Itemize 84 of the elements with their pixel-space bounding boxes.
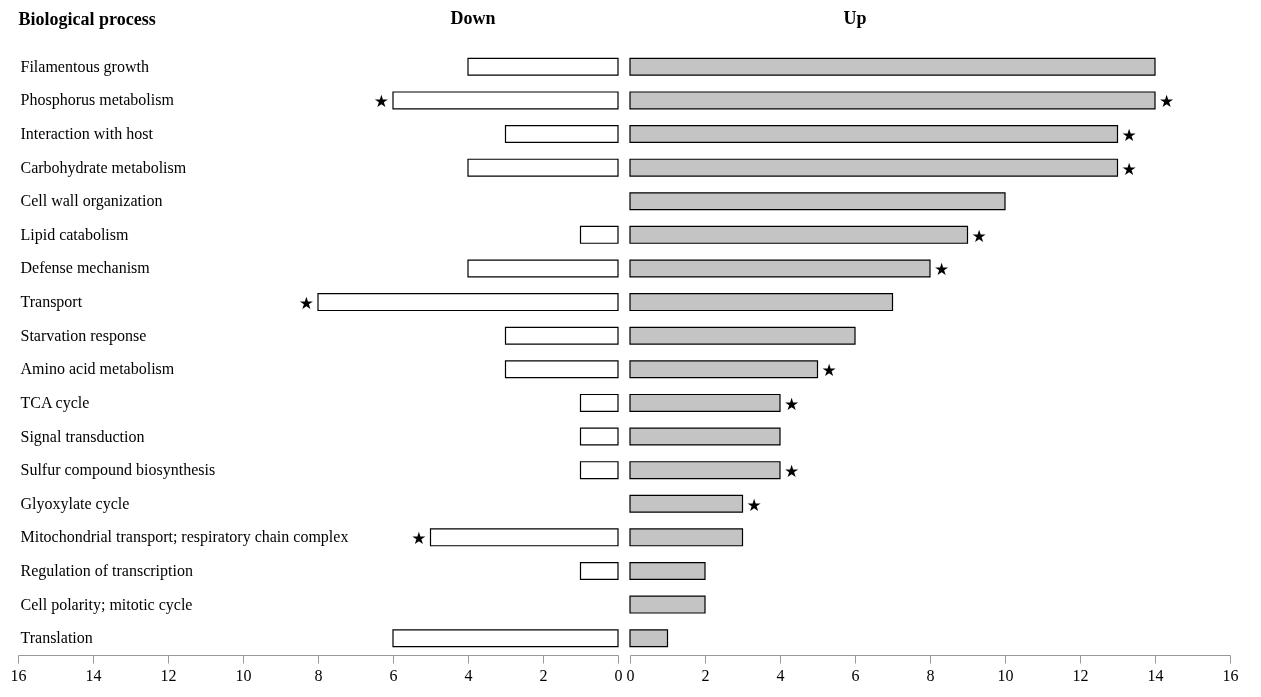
chart-title: Down (450, 8, 496, 28)
bar (629, 158, 1119, 177)
y-tick-label: Glyoxylate cycle (20, 494, 130, 513)
x-tick-label: 14 (1147, 666, 1164, 684)
x-tick-label: 4 (776, 666, 785, 684)
bar (504, 125, 619, 144)
y-tick-label: Sulfur compound biosynthesis (20, 461, 216, 480)
x-tick-label: 2 (701, 666, 710, 684)
annotation: ★ (821, 360, 837, 381)
y-tick-label: Cell wall organization (20, 192, 163, 211)
annotation: ★ (373, 91, 389, 112)
annotation: ★ (746, 494, 762, 515)
y-tick-label: Filamentous growth (20, 57, 149, 76)
bar (629, 192, 1006, 211)
annotation: ★ (784, 393, 800, 414)
bar (392, 629, 619, 648)
annotation: ★ (971, 225, 987, 246)
bar (629, 461, 781, 480)
bar (629, 293, 894, 312)
bar (579, 225, 619, 244)
x-tick-label: 0 (626, 666, 635, 684)
bar (629, 427, 781, 446)
bar (579, 427, 619, 446)
x-tick-label: 16 (10, 666, 27, 684)
bar (392, 91, 619, 110)
bar (629, 91, 1156, 110)
annotation: ★ (411, 528, 427, 549)
annotation: ★ (298, 293, 314, 314)
bar (629, 629, 669, 648)
annotation: ★ (934, 259, 950, 280)
bar (467, 259, 619, 278)
bar (629, 225, 969, 244)
annotation: ★ (1159, 91, 1175, 112)
y-tick-label: Regulation of transcription (20, 561, 193, 580)
y-tick-label: Signal transduction (20, 427, 145, 446)
y-tick-label: Amino acid metabolism (20, 360, 175, 378)
bar (504, 326, 619, 345)
annotation: ★ (1121, 125, 1137, 146)
bar (317, 293, 619, 312)
bar (629, 528, 744, 547)
x-tick-label: 6 (389, 666, 398, 684)
bar (504, 360, 619, 379)
y-tick-label: Translation (20, 629, 93, 647)
bar (629, 259, 931, 278)
x-tick-label: 8 (314, 666, 323, 684)
bar (629, 494, 744, 513)
bar (629, 57, 1156, 76)
bar (629, 326, 856, 345)
bar (579, 393, 619, 412)
bar (629, 561, 706, 580)
annotation: ★ (1121, 158, 1137, 179)
y-tick-label: Lipid catabolism (20, 225, 130, 244)
bar (629, 125, 1119, 144)
y-tick-label: Carbohydrate metabolism (20, 158, 187, 177)
bar (579, 561, 619, 580)
chart-title: Up (843, 8, 867, 28)
bar (629, 360, 819, 379)
bar (629, 595, 706, 614)
x-tick-label: 12 (1072, 666, 1089, 684)
y-tick-label: Transport (20, 293, 83, 312)
x-tick-label: 10 (235, 666, 252, 684)
y-tick-label: Starvation response (20, 326, 147, 345)
y-tick-label: Mitochondrial transport; respiratory chain complex (20, 528, 349, 547)
y-tick-label: Phosphorus metabolism (20, 91, 175, 110)
x-tick-label: 2 (539, 666, 548, 684)
y-tick-label: Defense mechanism (20, 259, 151, 277)
bar (467, 57, 619, 76)
y-tick-label: Cell polarity; mitotic cycle (20, 595, 193, 614)
bar (467, 158, 619, 177)
x-tick-label: 14 (85, 666, 102, 684)
x-tick-label: 4 (464, 666, 473, 684)
y-tick-label: Interaction with host (20, 125, 154, 143)
x-tick-label: 16 (1222, 666, 1239, 684)
x-tick-label: 0 (614, 666, 623, 684)
annotation: ★ (784, 461, 800, 482)
x-tick-label: 10 (997, 666, 1014, 684)
bar (429, 528, 619, 547)
bar (579, 461, 619, 480)
bar (629, 393, 781, 412)
x-tick-label: 8 (926, 666, 935, 684)
x-tick-label: 6 (851, 666, 860, 684)
x-tick-label: 12 (160, 666, 177, 684)
y-tick-label: TCA cycle (20, 393, 90, 412)
y-axis-title: Biological process (18, 8, 156, 29)
